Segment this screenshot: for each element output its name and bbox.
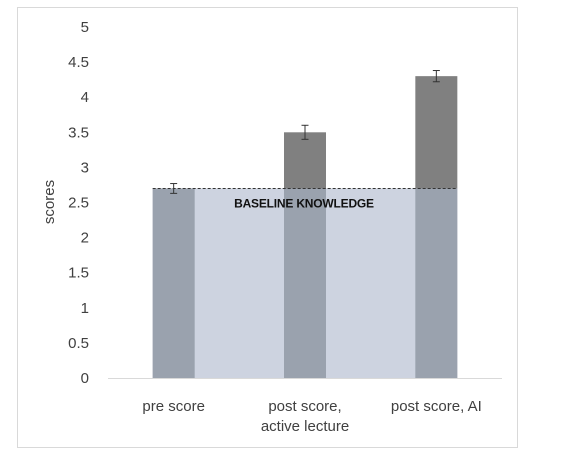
bar-above-baseline-2: [284, 132, 326, 189]
y-tick-label: 2: [81, 230, 89, 247]
bars-layer: [152, 76, 458, 378]
bar-above-baseline-3: [415, 76, 458, 189]
y-tick-label: 0: [81, 370, 89, 387]
y-tick-labels: 0 0.5 1 1.5 2 2.5 3 3.5 4 4.5 5: [68, 19, 89, 387]
y-tick-label: 1.5: [68, 265, 89, 282]
baseline-annotation: BASELINE KNOWLEDGE: [234, 196, 374, 210]
y-axis-title: scores: [41, 180, 58, 224]
category-label-3: post score, AI: [391, 398, 482, 415]
error-bar-3: [432, 70, 440, 83]
y-tick-label: 4.5: [68, 54, 89, 71]
error-bars-layer: [170, 70, 440, 194]
error-bar-2: [301, 124, 309, 140]
bar-1: [152, 188, 195, 378]
category-label-2: post score,: [268, 398, 341, 415]
error-bar-1: [170, 183, 178, 194]
y-tick-label: 5: [81, 19, 89, 36]
y-tick-label: 3.5: [68, 124, 89, 141]
bar-3: [415, 188, 458, 378]
y-tick-label: 2.5: [68, 195, 89, 212]
category-label-1: pre score: [142, 398, 205, 415]
bar-2: [284, 188, 326, 378]
category-label-2: active lecture: [261, 418, 349, 435]
category-labels: pre score post score, active lecture post s…: [142, 398, 481, 435]
y-tick-label: 3: [81, 159, 89, 176]
y-tick-label: 1: [81, 300, 89, 317]
y-tick-label: 4: [81, 89, 89, 106]
y-tick-label: 0.5: [68, 335, 89, 352]
